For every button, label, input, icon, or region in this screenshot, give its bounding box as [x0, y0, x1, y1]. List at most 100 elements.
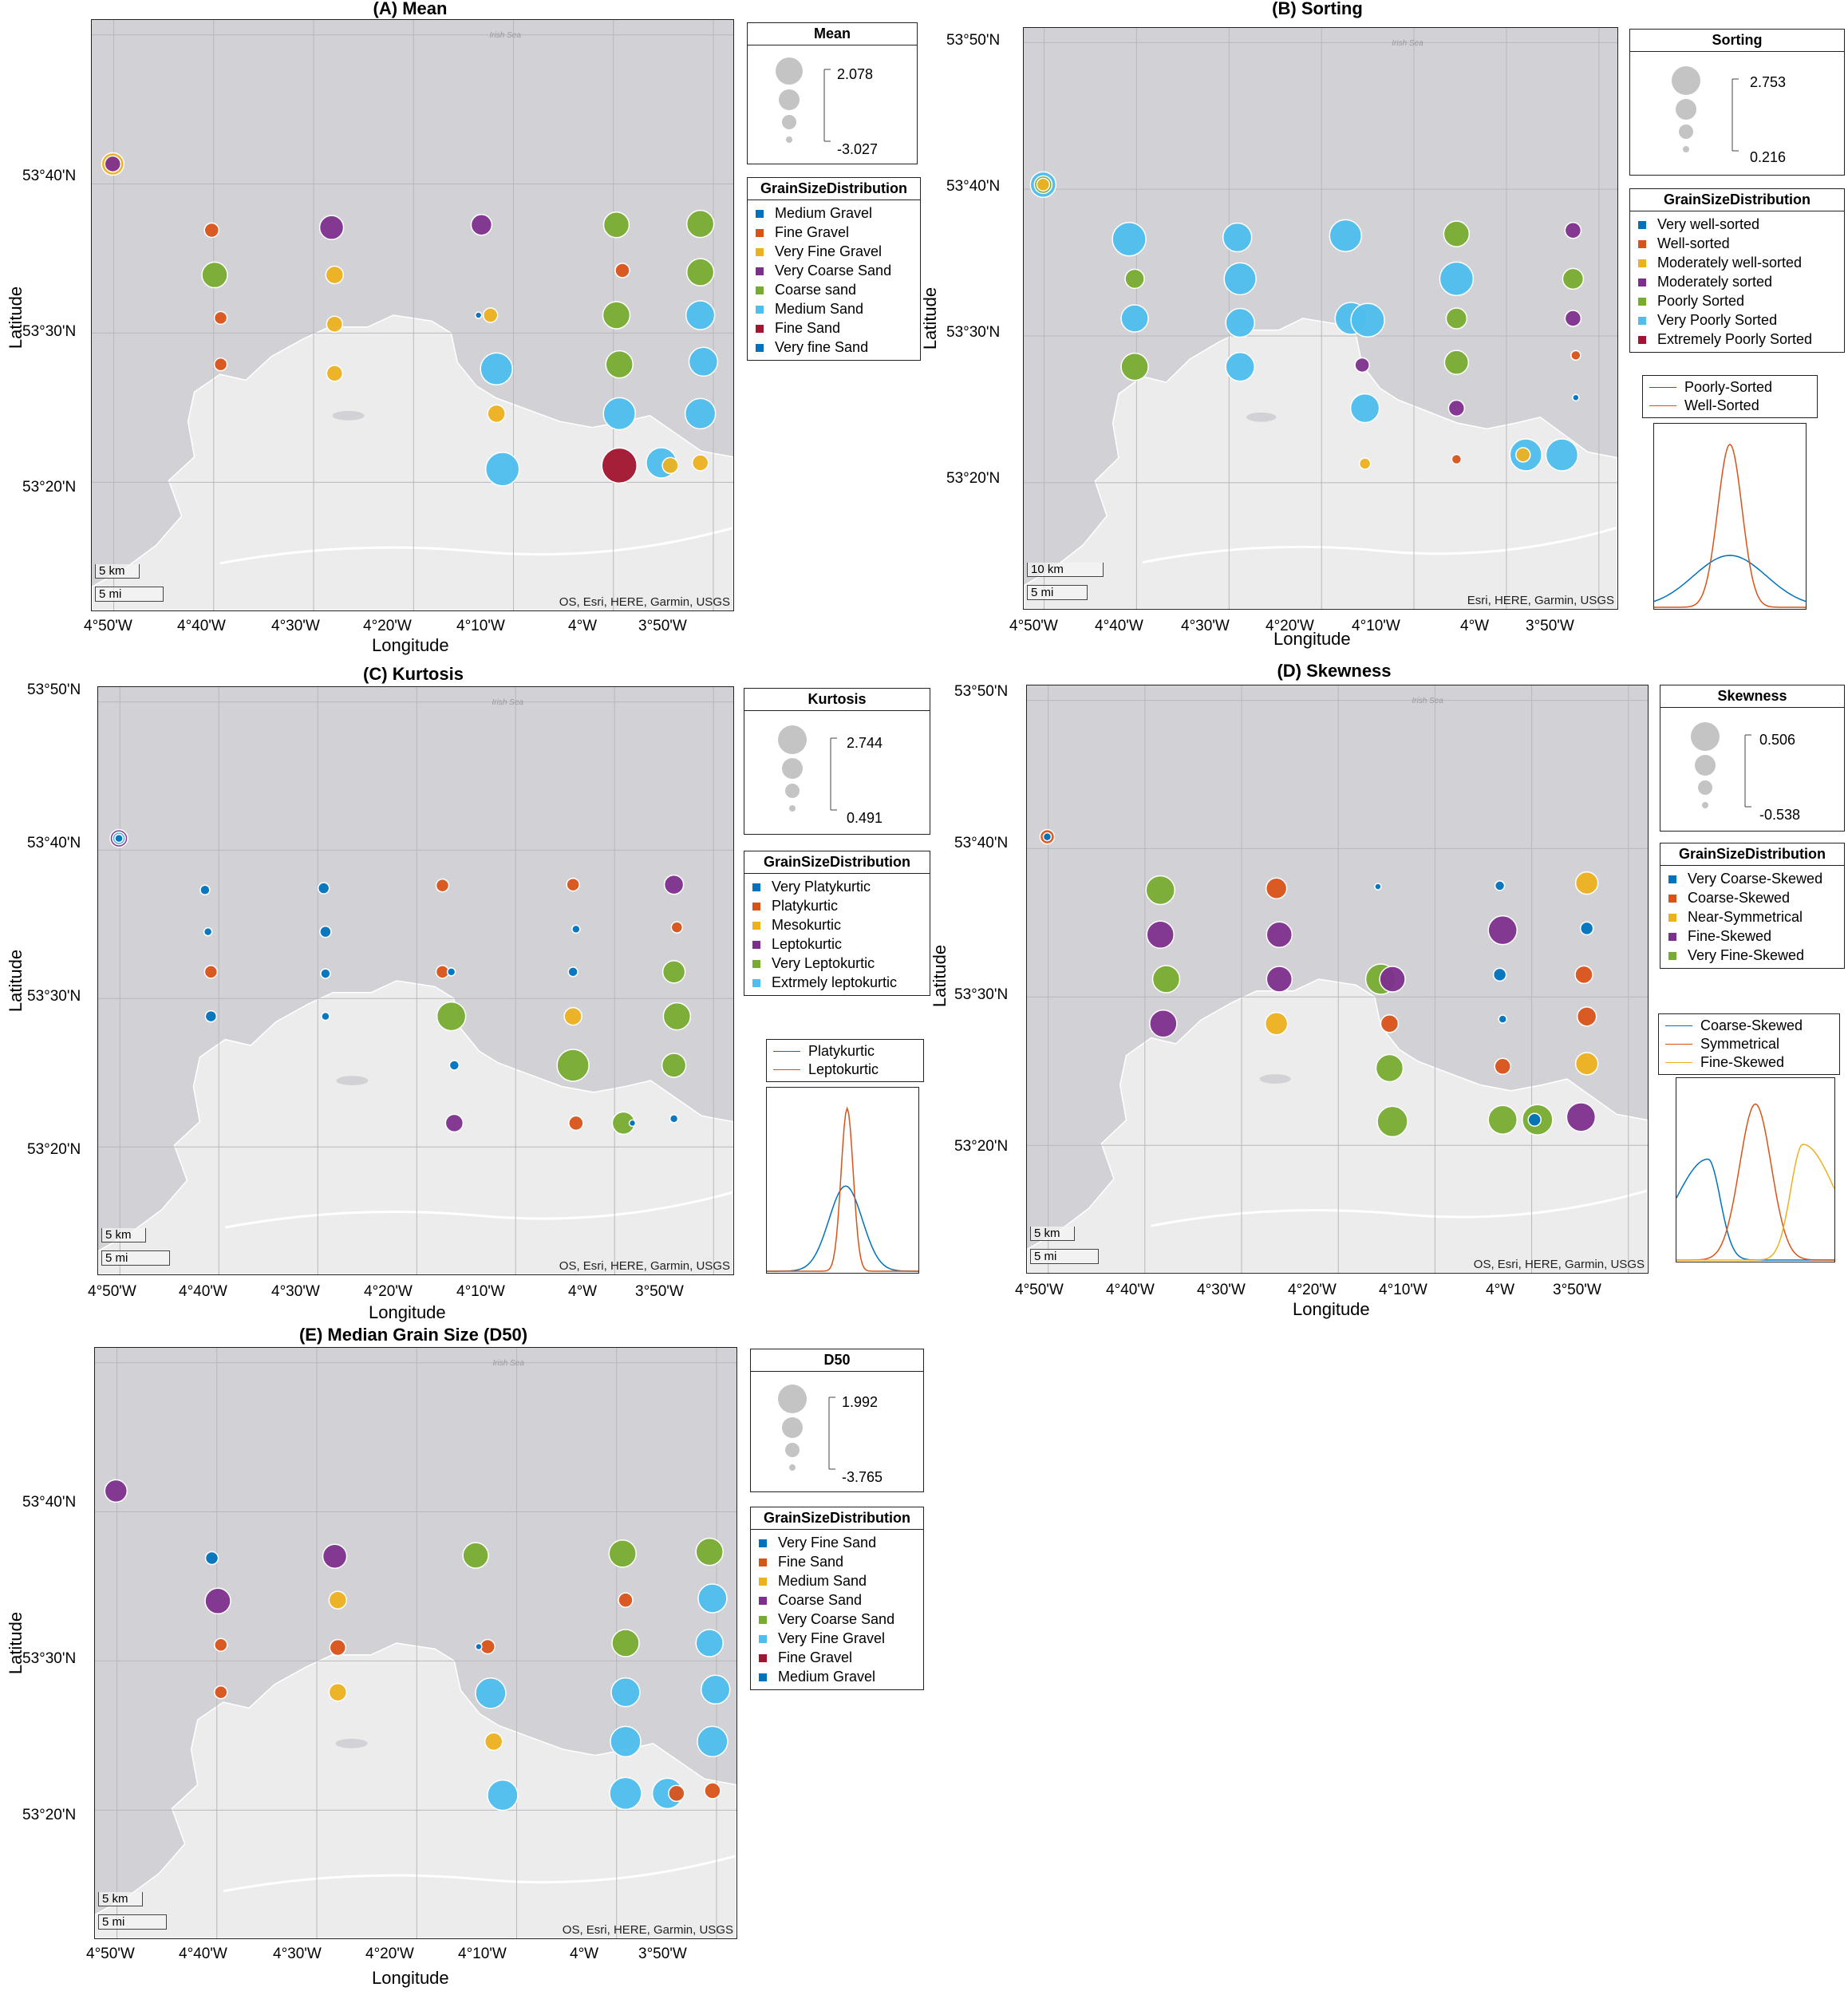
station-marker[interactable]	[1354, 357, 1370, 373]
station-marker[interactable]	[104, 155, 122, 173]
station-marker[interactable]	[203, 222, 220, 239]
station-marker[interactable]	[669, 1114, 679, 1124]
station-marker[interactable]	[487, 404, 506, 424]
panel-d-map[interactable]: Irish Sea 5 km 5 mi OS, Esri, HERE, Garmin,…	[1026, 685, 1649, 1274]
station-marker[interactable]	[1146, 920, 1175, 949]
station-marker[interactable]	[484, 452, 520, 487]
station-marker[interactable]	[661, 1053, 687, 1078]
station-marker[interactable]	[685, 300, 716, 330]
station-marker[interactable]	[1447, 399, 1466, 417]
station-marker[interactable]	[1494, 1057, 1511, 1076]
station-marker[interactable]	[1564, 310, 1582, 327]
station-marker[interactable]	[704, 1782, 721, 1799]
station-marker[interactable]	[556, 1049, 590, 1082]
panel-a-map[interactable]: Irish Sea 5 km 5 mi OS, Esri, HERE, Garmin,…	[91, 19, 734, 611]
station-marker[interactable]	[1266, 921, 1293, 948]
station-marker[interactable]	[1498, 1014, 1507, 1024]
station-marker[interactable]	[691, 454, 709, 472]
station-marker[interactable]	[1579, 921, 1594, 936]
station-marker[interactable]	[1112, 221, 1147, 257]
station-marker[interactable]	[480, 1638, 496, 1655]
station-marker[interactable]	[475, 1677, 507, 1709]
panel-c-map[interactable]: Irish Sea 5 km 5 mi OS, Esri, HERE, Garmin,…	[97, 686, 734, 1275]
station-marker[interactable]	[1572, 393, 1580, 402]
station-marker[interactable]	[204, 1587, 231, 1615]
station-marker[interactable]	[1574, 965, 1593, 985]
station-marker[interactable]	[661, 456, 679, 475]
station-marker[interactable]	[203, 926, 213, 937]
station-marker[interactable]	[474, 311, 483, 319]
station-marker[interactable]	[571, 924, 581, 934]
station-marker[interactable]	[563, 1006, 582, 1026]
station-marker[interactable]	[1545, 438, 1579, 472]
station-marker[interactable]	[435, 878, 450, 893]
station-marker[interactable]	[609, 1776, 642, 1811]
station-marker[interactable]	[1443, 350, 1470, 375]
station-marker[interactable]	[444, 1113, 464, 1133]
station-marker[interactable]	[475, 1642, 483, 1651]
station-marker[interactable]	[1266, 966, 1293, 993]
station-marker[interactable]	[605, 350, 634, 379]
station-marker[interactable]	[700, 1674, 731, 1705]
station-marker[interactable]	[602, 397, 636, 431]
station-marker[interactable]	[1570, 350, 1581, 361]
station-marker[interactable]	[104, 1479, 128, 1503]
station-marker[interactable]	[695, 1537, 724, 1566]
station-marker[interactable]	[462, 1542, 489, 1569]
station-marker[interactable]	[662, 1001, 692, 1031]
station-marker[interactable]	[1380, 1014, 1400, 1033]
station-marker[interactable]	[1349, 393, 1380, 424]
station-marker[interactable]	[567, 966, 578, 978]
station-marker[interactable]	[1494, 880, 1506, 891]
station-marker[interactable]	[204, 1551, 219, 1566]
station-marker[interactable]	[1223, 262, 1257, 296]
station-marker[interactable]	[213, 357, 228, 372]
station-marker[interactable]	[1379, 966, 1406, 993]
station-marker[interactable]	[1439, 261, 1475, 297]
station-marker[interactable]	[697, 1725, 729, 1758]
station-marker[interactable]	[1487, 1104, 1518, 1135]
station-marker[interactable]	[1492, 967, 1507, 982]
station-marker[interactable]	[685, 209, 715, 239]
station-marker[interactable]	[1374, 883, 1382, 891]
station-marker[interactable]	[1222, 222, 1253, 253]
station-marker[interactable]	[213, 310, 228, 326]
station-marker[interactable]	[1350, 302, 1385, 338]
station-marker[interactable]	[482, 307, 499, 323]
station-marker[interactable]	[1566, 1102, 1597, 1132]
station-marker[interactable]	[318, 215, 345, 240]
station-marker[interactable]	[1120, 304, 1149, 333]
station-marker[interactable]	[608, 1539, 637, 1568]
station-marker[interactable]	[446, 967, 456, 977]
station-marker[interactable]	[114, 833, 124, 843]
station-marker[interactable]	[1225, 307, 1255, 338]
station-marker[interactable]	[602, 211, 630, 239]
station-marker[interactable]	[697, 1583, 728, 1614]
station-marker[interactable]	[1564, 221, 1582, 239]
station-marker[interactable]	[1376, 1105, 1408, 1138]
panel-e-map[interactable]: Irish Sea 5 km 5 mi OS, Esri, HERE, Garmin,…	[94, 1347, 737, 1939]
station-marker[interactable]	[568, 1115, 584, 1132]
station-marker[interactable]	[214, 1637, 228, 1652]
station-marker[interactable]	[1265, 877, 1288, 900]
station-marker[interactable]	[1329, 219, 1363, 253]
station-marker[interactable]	[484, 1732, 503, 1752]
station-marker[interactable]	[328, 1682, 348, 1702]
station-marker[interactable]	[1443, 220, 1471, 247]
station-marker[interactable]	[1515, 447, 1531, 463]
station-marker[interactable]	[618, 1592, 634, 1608]
station-marker[interactable]	[1445, 307, 1468, 330]
station-marker[interactable]	[322, 1543, 348, 1569]
station-marker[interactable]	[448, 1060, 460, 1071]
station-marker[interactable]	[1451, 453, 1463, 465]
station-marker[interactable]	[1576, 1006, 1597, 1027]
panel-b-map[interactable]: Irish Sea 10 km 5 mi Esri, HERE, Garmin, US…	[1023, 27, 1618, 610]
station-marker[interactable]	[1042, 832, 1052, 842]
station-marker[interactable]	[320, 968, 331, 979]
station-marker[interactable]	[1487, 915, 1518, 946]
station-marker[interactable]	[663, 874, 685, 895]
station-marker[interactable]	[326, 365, 344, 382]
station-marker[interactable]	[326, 315, 344, 333]
station-marker[interactable]	[321, 1011, 330, 1021]
station-marker[interactable]	[487, 1779, 519, 1811]
